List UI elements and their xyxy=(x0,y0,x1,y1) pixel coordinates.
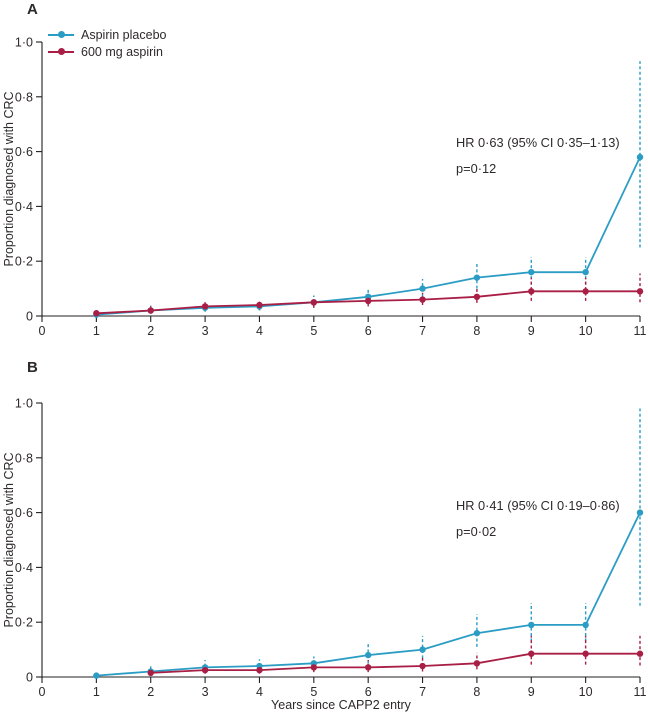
x-tick-label: 9 xyxy=(528,685,535,699)
x-tick-label: 7 xyxy=(419,685,426,699)
data-point xyxy=(582,650,589,657)
panel-b-label: B xyxy=(27,359,38,376)
x-tick-label: 2 xyxy=(147,685,154,699)
data-point xyxy=(528,650,535,657)
panel-a-p-value: p=0·12 xyxy=(456,161,497,176)
data-point xyxy=(364,664,372,671)
data-point xyxy=(256,666,263,674)
x-tick-label: 0 xyxy=(39,324,46,338)
data-point xyxy=(93,672,100,679)
x-tick-label: 6 xyxy=(365,324,372,338)
data-point xyxy=(419,662,426,670)
data-point xyxy=(419,646,426,653)
data-point xyxy=(364,297,372,305)
x-tick-label: 10 xyxy=(579,685,593,699)
x-tick-label: 7 xyxy=(419,324,426,338)
legend-label-aspirin: 600 mg aspirin xyxy=(81,44,163,59)
x-tick-label: 5 xyxy=(310,685,317,699)
data-point xyxy=(201,666,209,674)
x-tick-label: 1 xyxy=(93,685,100,699)
data-point xyxy=(636,153,644,161)
panel-a-y-axis-title: Proportion diagnosed with CRC xyxy=(2,91,16,267)
x-tick-label: 0 xyxy=(39,685,46,699)
y-tick-label: 0·8 xyxy=(15,451,33,465)
y-tick-label: 0·6 xyxy=(15,145,33,159)
legend-label-placebo: Aspirin placebo xyxy=(81,27,167,42)
data-point xyxy=(419,296,426,303)
x-tick-label: 8 xyxy=(473,685,480,699)
y-tick-label: 0·2 xyxy=(15,616,33,630)
x-axis-title: Years since CAPP2 entry xyxy=(271,698,411,712)
panel-b-annotation: HR 0·41 (95% CI 0·19–0·86) p=0·02 xyxy=(456,493,620,545)
panel-a-annotation: HR 0·63 (95% CI 0·35–1·13) p=0·12 xyxy=(456,130,620,182)
legend: Aspirin placebo 600 mg aspirin xyxy=(48,26,166,60)
x-tick-label: 2 xyxy=(147,324,154,338)
data-point xyxy=(310,664,318,671)
data-point xyxy=(473,293,481,301)
x-tick-label: 4 xyxy=(256,324,263,338)
data-point xyxy=(636,509,644,516)
x-tick-label: 8 xyxy=(473,324,480,338)
data-point xyxy=(364,651,372,659)
legend-item-placebo: Aspirin placebo xyxy=(48,26,166,43)
x-tick-label: 4 xyxy=(256,685,263,699)
placebo-line-marker-icon xyxy=(48,30,74,39)
panel-b-y-axis-title: Proportion diagnosed with CRC xyxy=(2,452,16,628)
panel-a-label: A xyxy=(27,1,38,18)
data-point xyxy=(93,310,100,317)
panel-b-p-value: p=0·02 xyxy=(456,524,497,539)
y-tick-label: 0·6 xyxy=(15,506,33,520)
panel-b-chart: 0 0·2 0·4 0·6 0·8 1·0 0 1 2 3 4 5 6 7 8 9 10 11 xyxy=(15,397,647,700)
data-point xyxy=(528,621,535,629)
y-tick-label: 0·8 xyxy=(15,90,33,104)
y-tick-label: 1·0 xyxy=(15,397,33,411)
series-line xyxy=(150,652,640,674)
data-point xyxy=(147,669,154,677)
data-point xyxy=(582,268,589,276)
y-tick-label: 0 xyxy=(26,310,33,324)
data-point xyxy=(310,299,318,306)
legend-item-aspirin: 600 mg aspirin xyxy=(48,43,166,60)
data-point xyxy=(473,629,481,637)
panel-a-chart: 0 0·2 0·4 0·6 0·8 1·0 0 1 2 3 4 5 6 7 8 9 10 11 xyxy=(15,36,647,339)
x-tick-label: 5 xyxy=(310,324,317,338)
y-tick-label: 0·2 xyxy=(15,255,33,269)
y-tick-label: 0 xyxy=(26,671,33,685)
data-point xyxy=(582,288,589,295)
y-tick-label: 1·0 xyxy=(15,36,33,50)
data-point xyxy=(147,307,154,314)
aspirin-line-marker-icon xyxy=(48,47,74,56)
x-tick-label: 11 xyxy=(634,324,647,338)
data-point xyxy=(473,660,481,667)
y-tick-label: 0·4 xyxy=(15,200,33,214)
data-point xyxy=(636,288,644,295)
data-point xyxy=(582,621,589,629)
data-point xyxy=(528,288,535,295)
data-point xyxy=(473,274,481,281)
x-tick-label: 6 xyxy=(365,685,372,699)
data-point xyxy=(256,301,263,309)
x-tick-label: 1 xyxy=(93,324,100,338)
x-tick-label: 9 xyxy=(528,324,535,338)
x-tick-label: 10 xyxy=(579,324,593,338)
x-tick-label: 11 xyxy=(634,685,647,699)
panel-b-hr-text: HR 0·41 (95% CI 0·19–0·86) xyxy=(456,498,620,513)
x-tick-label: 3 xyxy=(202,685,209,699)
data-point xyxy=(528,268,535,276)
data-point xyxy=(419,285,426,292)
data-point xyxy=(636,650,644,657)
panel-a-hr-text: HR 0·63 (95% CI 0·35–1·13) xyxy=(456,135,620,150)
data-point xyxy=(201,303,209,310)
y-tick-label: 0·4 xyxy=(15,561,33,575)
x-tick-label: 3 xyxy=(202,324,209,338)
